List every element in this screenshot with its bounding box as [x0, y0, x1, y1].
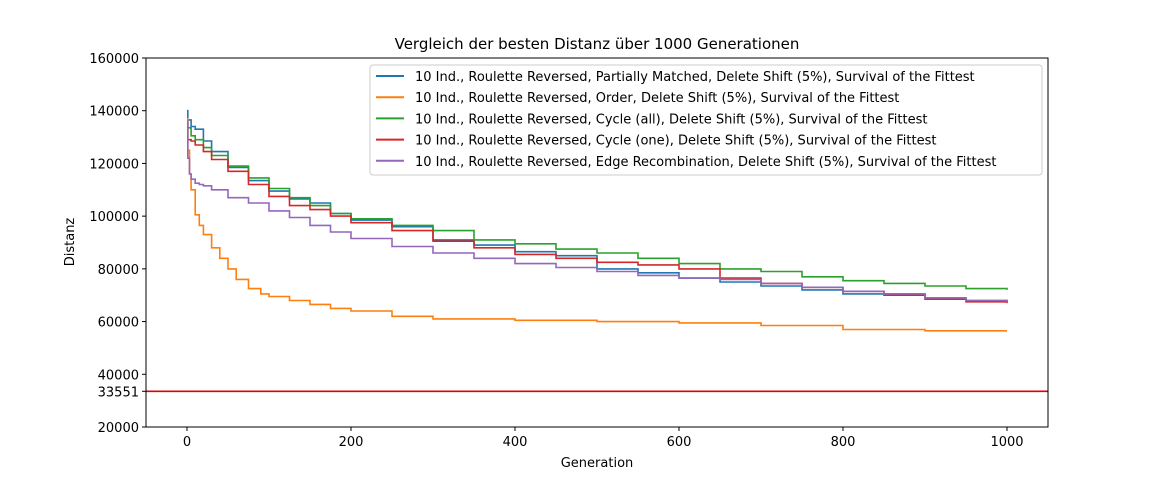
- x-tick-label: 800: [831, 435, 856, 450]
- x-tick-label: 600: [667, 435, 692, 450]
- chart-title: Vergleich der besten Distanz über 1000 G…: [395, 35, 800, 53]
- series-layer: [187, 109, 1008, 332]
- x-axis: 0 200 400 600 800 1000: [183, 427, 1024, 450]
- legend-label: 10 Ind., Roulette Reversed, Cycle (one),…: [415, 134, 936, 149]
- plot-frame: [145, 57, 1049, 428]
- y-tick-label: 33551: [98, 385, 139, 400]
- x-tick-label: 0: [183, 435, 191, 450]
- x-tick-label: 400: [503, 435, 528, 450]
- y-tick-label: 160000: [89, 52, 139, 67]
- legend: 10 Ind., Roulette Reversed, Partially Ma…: [369, 64, 1043, 176]
- legend-label: 10 Ind., Roulette Reversed, Order, Delet…: [415, 91, 899, 106]
- legend-label: 10 Ind., Roulette Reversed, Partially Ma…: [415, 70, 975, 85]
- series-line-2: [187, 117, 1007, 332]
- y-axis-title: Distanz: [63, 218, 78, 267]
- y-tick-label: 40000: [98, 368, 139, 383]
- y-tick-label: 120000: [89, 157, 139, 172]
- y-tick-label: 140000: [89, 105, 139, 120]
- series-line-5: [187, 120, 1008, 302]
- legend-label: 10 Ind., Roulette Reversed, Edge Recombi…: [415, 155, 996, 170]
- y-tick-label: 100000: [89, 210, 139, 225]
- y-tick-label: 60000: [98, 316, 139, 331]
- x-tick-label: 200: [339, 435, 364, 450]
- x-tick-label: 1000: [990, 435, 1023, 450]
- legend-label: 10 Ind., Roulette Reversed, Cycle (all),…: [415, 112, 927, 127]
- legend-box: [369, 64, 1043, 176]
- x-axis-title: Generation: [561, 456, 634, 471]
- y-axis: 20000 33551 40000 60000 80000 100000 120000 140…: [89, 52, 146, 436]
- y-tick-label: 20000: [98, 421, 139, 436]
- y-tick-label: 80000: [98, 263, 139, 278]
